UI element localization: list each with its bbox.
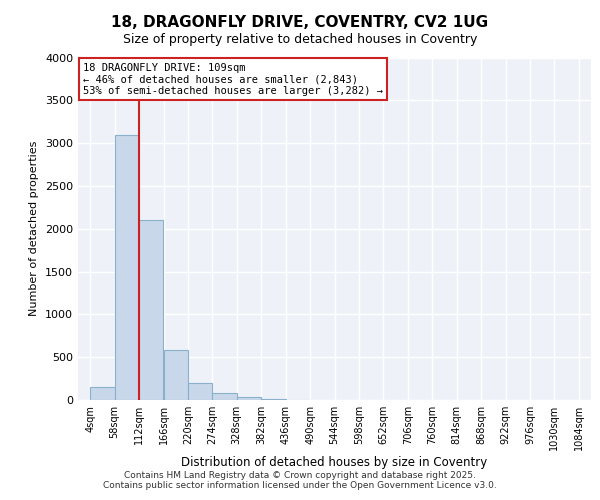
Bar: [139, 220, 163, 400]
Bar: [212, 393, 237, 400]
Bar: [261, 399, 286, 400]
Text: 18, DRAGONFLY DRIVE, COVENTRY, CV2 1UG: 18, DRAGONFLY DRIVE, COVENTRY, CV2 1UG: [112, 15, 488, 30]
Bar: [115, 134, 139, 400]
Text: 18 DRAGONFLY DRIVE: 109sqm
← 46% of detached houses are smaller (2,843)
53% of s: 18 DRAGONFLY DRIVE: 109sqm ← 46% of deta…: [83, 62, 383, 96]
Text: Size of property relative to detached houses in Coventry: Size of property relative to detached ho…: [123, 32, 477, 46]
Bar: [163, 350, 188, 400]
Bar: [237, 398, 261, 400]
Y-axis label: Number of detached properties: Number of detached properties: [29, 141, 40, 316]
Text: Contains HM Land Registry data © Crown copyright and database right 2025.
Contai: Contains HM Land Registry data © Crown c…: [103, 470, 497, 490]
X-axis label: Distribution of detached houses by size in Coventry: Distribution of detached houses by size …: [181, 456, 488, 468]
Bar: [90, 387, 115, 400]
Bar: [188, 383, 212, 400]
